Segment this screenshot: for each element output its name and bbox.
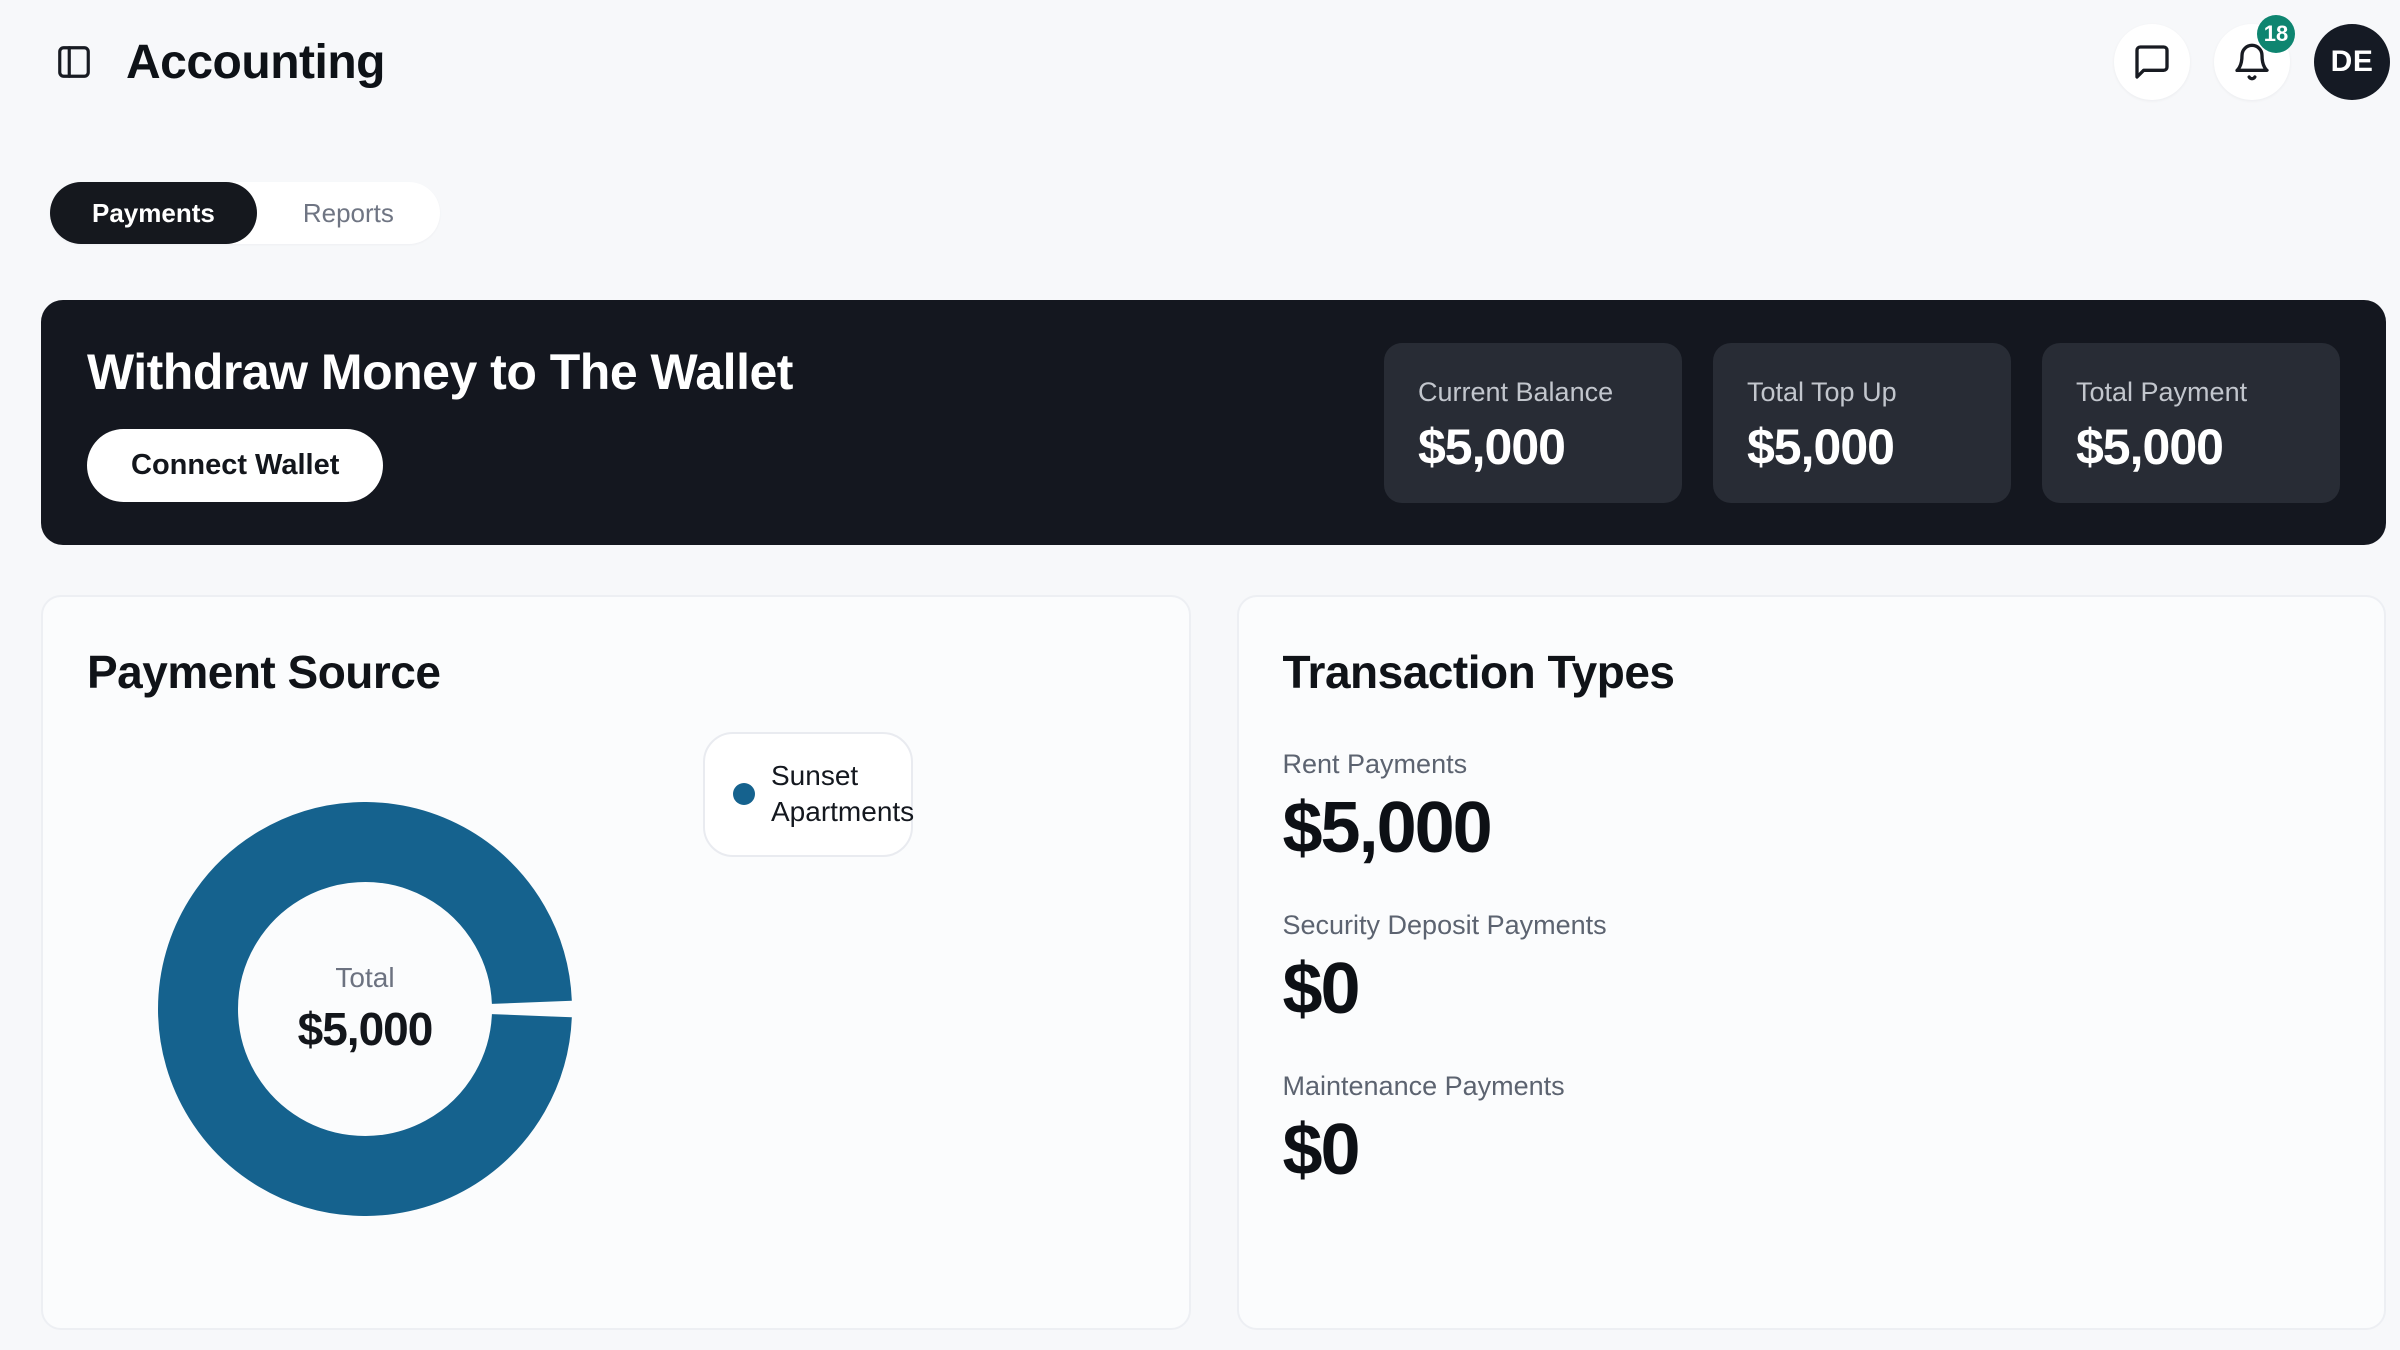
- wallet-stats: Current Balance $5,000 Total Top Up $5,0…: [1384, 342, 2340, 503]
- transaction-label: Rent Payments: [1282, 749, 1468, 779]
- legend-label: Sunset Apartments: [771, 760, 915, 828]
- legend-swatch: [733, 783, 755, 806]
- payment-source-title: Payment Source: [87, 646, 441, 698]
- tab-payments[interactable]: Payments: [50, 182, 257, 244]
- stat-value: $5,000: [1747, 418, 1895, 475]
- transaction-types-card: Transaction Types Rent Payments $5,000 S…: [1236, 595, 2386, 1330]
- tab-reports[interactable]: Reports: [257, 182, 440, 244]
- tab-bar: Payments Reports: [50, 182, 440, 244]
- transaction-label: Security Deposit Payments: [1282, 910, 1607, 940]
- chat-button[interactable]: [2114, 24, 2190, 100]
- donut-ring[interactable]: [158, 802, 572, 1216]
- stat-card-total-payment: Total Payment $5,000: [2042, 342, 2340, 503]
- page-title: Accounting: [126, 35, 385, 89]
- notification-badge: 18: [2257, 15, 2295, 53]
- transaction-value: $5,000: [1282, 788, 1493, 868]
- donut-svg: [158, 802, 572, 1216]
- wallet-banner: Withdraw Money to The Wallet Connect Wal…: [41, 300, 2386, 545]
- notifications-button[interactable]: 18: [2214, 15, 2295, 100]
- panel-left-icon: [55, 43, 93, 81]
- transaction-value: $0: [1282, 1110, 1361, 1190]
- avatar[interactable]: DE: [2314, 24, 2390, 100]
- chat-bubble-icon: [2132, 42, 2172, 82]
- connect-wallet-button[interactable]: Connect Wallet: [87, 429, 384, 502]
- stat-card-total-top-up: Total Top Up $5,000: [1713, 342, 2011, 503]
- payment-source-donut-chart: Total $5,000: [158, 802, 572, 1216]
- legend-item-sunset-apartments[interactable]: Sunset Apartments: [703, 732, 915, 857]
- transaction-list: Rent Payments $5,000 Security Deposit Pa…: [1283, 749, 2341, 1186]
- stat-label: Current Balance: [1418, 376, 1614, 407]
- stat-label: Total Payment: [2076, 376, 2248, 407]
- banner-left: Withdraw Money to The Wallet Connect Wal…: [87, 343, 793, 502]
- transaction-value: $0: [1282, 949, 1361, 1029]
- stat-value: $5,000: [2076, 418, 2224, 475]
- stat-card-current-balance: Current Balance $5,000: [1384, 342, 1682, 503]
- bell-icon: [2232, 42, 2272, 82]
- transaction-item-security-deposit: Security Deposit Payments $0: [1283, 910, 2341, 1025]
- banner-title: Withdraw Money to The Wallet: [87, 344, 793, 400]
- sidebar-toggle-button[interactable]: [52, 40, 96, 84]
- payment-source-card: Payment Source Total $5,000 Sunset Apart…: [41, 595, 1191, 1330]
- stat-label: Total Top Up: [1747, 376, 1897, 407]
- topbar: Accounting 18 DE: [0, 0, 2400, 124]
- transaction-label: Maintenance Payments: [1282, 1071, 1565, 1101]
- cards-row: Payment Source Total $5,000 Sunset Apart…: [41, 595, 2386, 1330]
- transaction-item-maintenance: Maintenance Payments $0: [1283, 1071, 2341, 1186]
- transaction-types-title: Transaction Types: [1282, 646, 1676, 698]
- transaction-item-rent: Rent Payments $5,000: [1283, 749, 2341, 864]
- stat-value: $5,000: [1418, 418, 1566, 475]
